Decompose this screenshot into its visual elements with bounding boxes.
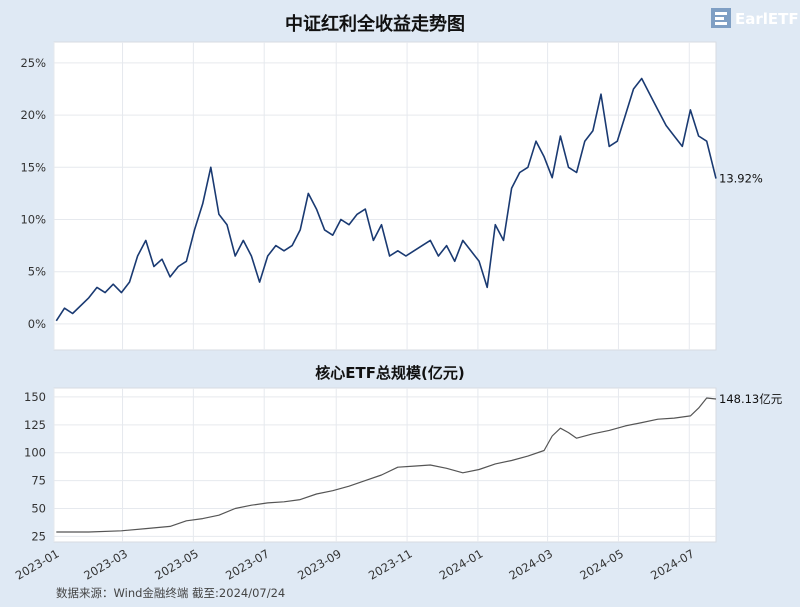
series-line-returns xyxy=(55,77,717,322)
y-tick-label: 125 xyxy=(24,418,46,432)
x-tick-label: 2024-05 xyxy=(577,546,626,582)
source-note: 数据来源：Wind金融终端 截至:2024/07/24 xyxy=(56,586,285,600)
logo-text: EarlETF xyxy=(735,10,799,28)
y-tick-label: 75 xyxy=(31,474,46,488)
end-label-returns: 13.92% xyxy=(719,172,763,186)
y-tick-label: 5% xyxy=(28,265,46,279)
x-tick-label: 2024-01 xyxy=(437,546,486,582)
series-line-etf-size xyxy=(56,397,717,533)
chart-etf-size: 核心ETF总规模(亿元) 25 50 75 100 125 150 148.13亿元 20… xyxy=(13,364,783,583)
x-tick-label: 2023-11 xyxy=(366,546,415,582)
y-tick-label: 15% xyxy=(20,160,46,174)
y-tick-label: 25% xyxy=(20,56,46,70)
x-tick-label: 2024-03 xyxy=(506,546,555,582)
y-axis-etf-size: 25 50 75 100 125 150 xyxy=(24,390,46,543)
y-tick-label: 20% xyxy=(20,108,46,122)
x-tick-label: 2023-09 xyxy=(295,546,344,582)
x-tick-label: 2023-07 xyxy=(223,546,272,582)
plot-area-returns xyxy=(53,41,717,351)
logo: EarlETF xyxy=(711,8,799,28)
end-label-etf-size: 148.13亿元 xyxy=(719,392,783,406)
x-tick-label: 2023-03 xyxy=(81,546,130,582)
y-tick-label: 50 xyxy=(31,502,46,516)
grid-returns xyxy=(53,42,716,350)
y-tick-label: 150 xyxy=(24,390,46,404)
x-tick-label: 2023-01 xyxy=(13,546,62,582)
x-tick-label: 2024-07 xyxy=(648,546,697,582)
x-tick-label: 2023-05 xyxy=(152,546,201,582)
grid-etf-size xyxy=(53,388,716,542)
y-tick-label: 25 xyxy=(31,529,46,543)
y-tick-label: 10% xyxy=(20,212,46,226)
y-tick-label: 100 xyxy=(24,446,46,460)
y-axis-returns: 0% 5% 10% 15% 20% 25% xyxy=(20,56,46,331)
y-tick-label: 0% xyxy=(28,317,46,331)
x-axis-etf-size: 2023-01 2023-03 2023-05 2023-07 2023-09 2023-… xyxy=(13,546,697,582)
chart-title-etf-size: 核心ETF总规模(亿元) xyxy=(315,364,464,382)
chart-title-returns: 中证红利全收益走势图 xyxy=(285,13,465,35)
chart-returns: 中证红利全收益走势图 0% 5% 10% 15% 20% 25% 13.92% xyxy=(20,13,763,351)
plot-area-etf-size xyxy=(53,387,717,543)
